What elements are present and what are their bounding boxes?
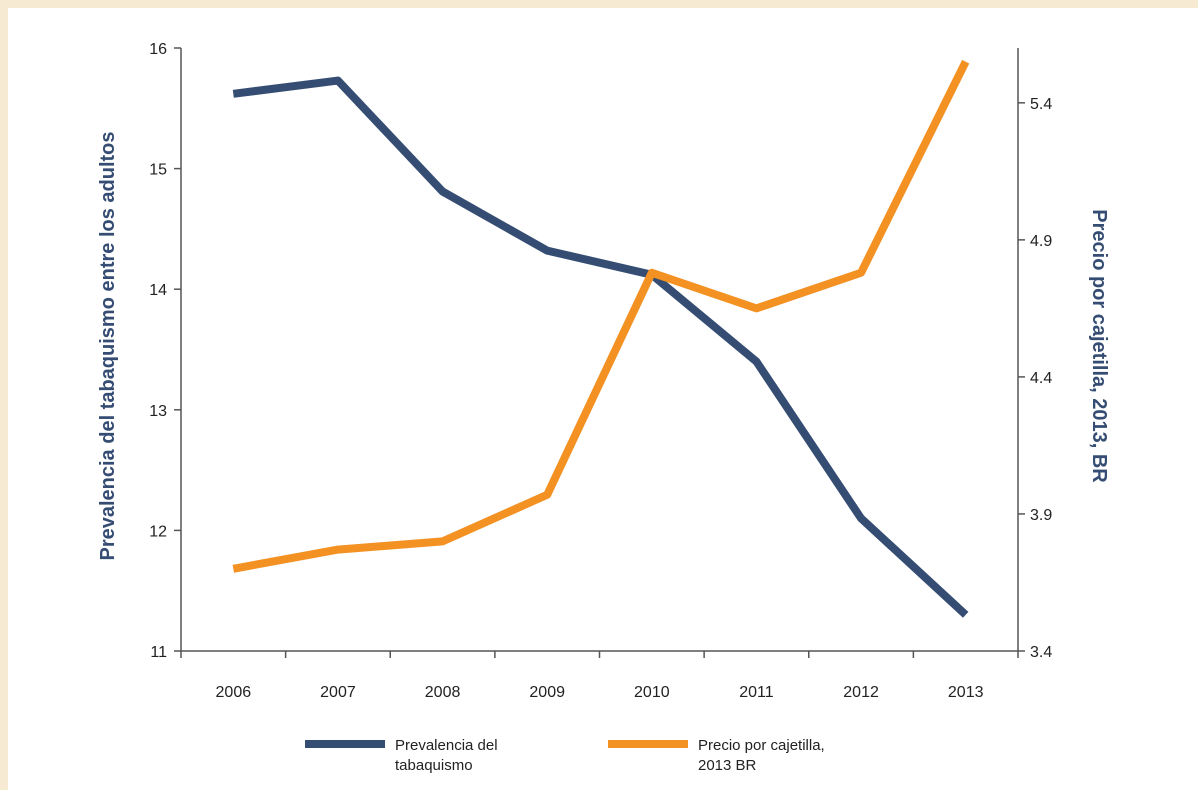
left-tick-label: 13 [149,403,167,420]
legend-label: Precio por cajetilla, 2013 BR [698,737,825,774]
x-tick-label: 2006 [216,684,252,701]
legend-label-line: Precio por cajetilla, [698,737,825,754]
left-tick-label: 16 [149,41,167,58]
legend-label-line: 2013 BR [698,757,757,774]
chart-frame: 11 12 13 14 15 16 3.4 3.9 4.4 4.9 5.4 2006 2007 200… [8,8,1198,790]
x-tick-label: 2013 [948,684,984,701]
legend: Prevalencia del tabaquismo Precio por caje… [305,737,825,774]
series-lines [232,59,970,618]
legend-label-line: tabaquismo [395,757,473,774]
x-axis-ticks: 2006 2007 2008 2009 2010 2011 2012 2013 [180,651,1019,701]
x-tick-label: 2007 [320,684,356,701]
x-tick-label: 2009 [529,684,565,701]
legend-label-line: Prevalencia del [395,737,498,754]
series-line-precio [232,59,970,573]
left-tick-label: 11 [150,644,167,661]
left-tick-label: 14 [149,282,167,299]
right-axis-ticks: 3.4 3.9 4.4 4.9 5.4 [1018,96,1052,661]
right-tick-label: 3.9 [1030,507,1052,524]
left-tick-label: 12 [149,523,167,540]
right-tick-label: 4.9 [1030,233,1052,250]
x-tick-label: 2011 [739,684,774,701]
x-tick-label: 2008 [425,684,461,701]
left-tick-label: 15 [149,162,167,179]
left-axis-ticks: 11 12 13 14 15 16 [149,41,181,661]
right-axis-title: Precio por cajetilla, 2013, BR [1088,209,1110,483]
left-axis-title: Prevalencia del tabaquismo entre los adu… [97,131,119,560]
right-tick-label: 3.4 [1030,644,1052,661]
x-tick-label: 2012 [843,684,879,701]
axes [180,48,1019,652]
series-line-prevalencia [232,76,969,618]
legend-label: Prevalencia del tabaquismo [395,737,498,774]
right-tick-label: 4.4 [1030,370,1052,387]
x-tick-label: 2010 [634,684,670,701]
right-tick-label: 5.4 [1030,96,1052,113]
